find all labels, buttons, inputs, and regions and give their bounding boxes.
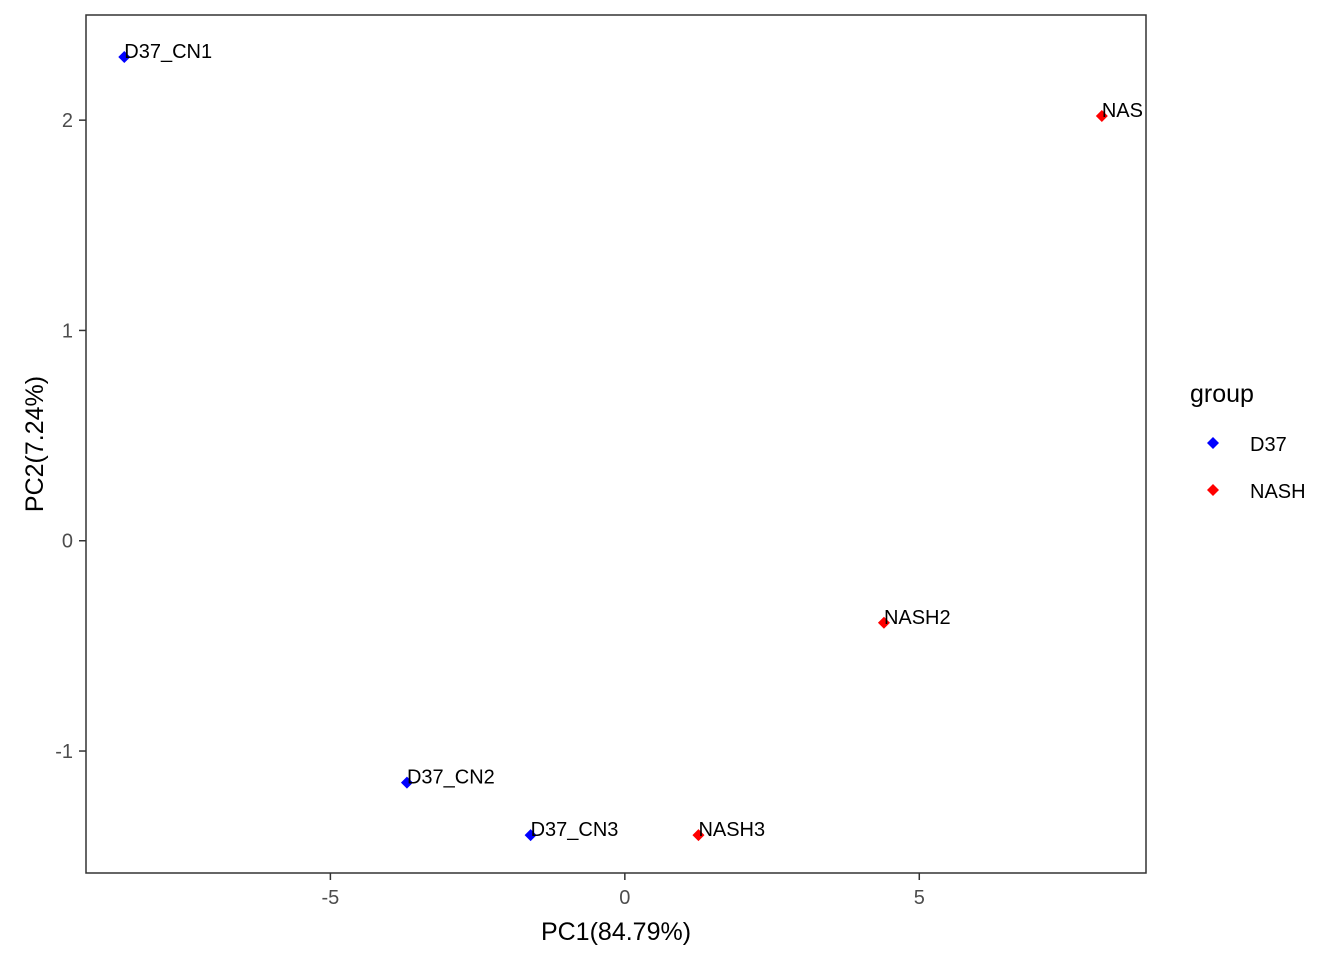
point-labels: D37_CN1 D37_CN2 D37_CN3 NAS NASH2 NASH3 <box>124 41 1143 841</box>
legend: group D37 NASH <box>1190 380 1306 503</box>
legend-title: group <box>1190 380 1254 408</box>
legend-key-nash <box>1207 484 1219 496</box>
y-tick-label: 1 <box>62 320 73 342</box>
y-tick-label: 0 <box>62 531 73 553</box>
x-tick-label: 0 <box>619 887 630 909</box>
data-point-nash3 <box>692 829 705 842</box>
data-point-nash2 <box>877 616 890 629</box>
data-points <box>118 51 1108 842</box>
legend-label-nash: NASH <box>1250 481 1306 503</box>
point-label-nash3: NASH3 <box>698 819 765 841</box>
y-tick-label: -1 <box>55 741 73 763</box>
point-label-d37-cn3: D37_CN3 <box>531 819 619 841</box>
data-point-nas <box>1095 109 1108 122</box>
x-axis: -5 0 5 <box>321 873 925 909</box>
data-point-d37-cn2 <box>400 776 413 789</box>
legend-label-d37: D37 <box>1250 434 1287 456</box>
legend-key-d37 <box>1207 437 1219 449</box>
plot-panel <box>85 14 1147 874</box>
point-label-d37-cn1: D37_CN1 <box>124 41 212 63</box>
data-point-d37-cn1 <box>118 51 131 64</box>
data-point-d37-cn3 <box>524 829 537 842</box>
point-label-nash2: NASH2 <box>884 607 951 629</box>
x-axis-title: PC1(84.79%) <box>541 918 691 946</box>
point-label-d37-cn2: D37_CN2 <box>407 767 495 789</box>
y-tick-label: 2 <box>62 110 73 132</box>
point-label-nas: NAS <box>1102 100 1143 122</box>
x-tick-label: 5 <box>914 887 925 909</box>
x-tick-label: -5 <box>321 887 339 909</box>
y-axis: -1 0 1 2 <box>55 110 86 763</box>
y-axis-title: PC2(7.24%) <box>21 376 49 512</box>
